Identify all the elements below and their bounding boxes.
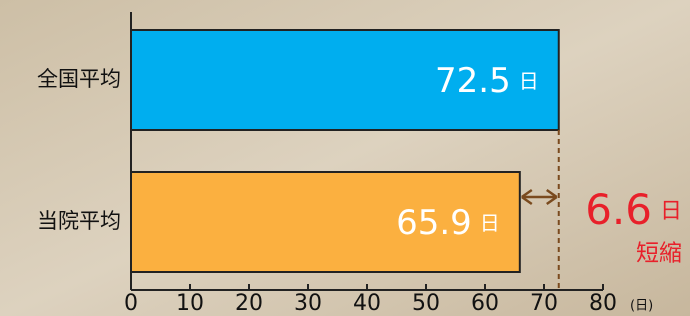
x-tick-label: 30 bbox=[294, 291, 322, 316]
x-unit: (日) bbox=[630, 299, 653, 314]
x-tick-label: 50 bbox=[412, 291, 440, 316]
x-tick-label: 70 bbox=[530, 291, 558, 316]
x-tick-label: 80 bbox=[589, 291, 617, 316]
x-tick-label: 60 bbox=[471, 291, 499, 316]
x-tick-label: 20 bbox=[235, 291, 263, 316]
difference-unit: 日 bbox=[660, 199, 682, 224]
category-label: 当院平均 bbox=[37, 209, 121, 233]
x-tick-label: 10 bbox=[176, 291, 204, 316]
x-tick-label: 0 bbox=[124, 291, 138, 316]
value-number: 65.9 bbox=[396, 203, 472, 243]
category-label: 全国平均 bbox=[37, 67, 121, 91]
chart: 全国平均72.5日当院平均65.9日01020304050607080(日)6.… bbox=[0, 0, 690, 316]
value-unit: 日 bbox=[519, 69, 539, 93]
difference-number: 6.6 bbox=[585, 185, 652, 234]
value-number: 72.5 bbox=[435, 61, 511, 101]
value-unit: 日 bbox=[480, 211, 500, 235]
difference-label: 短縮 bbox=[636, 241, 682, 267]
x-tick-label: 40 bbox=[353, 291, 381, 316]
